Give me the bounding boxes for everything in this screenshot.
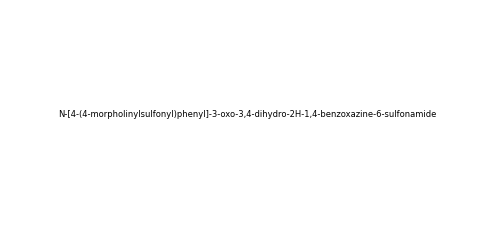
Text: N-[4-(4-morpholinylsulfonyl)phenyl]-3-oxo-3,4-dihydro-2H-1,4-benzoxazine-6-sulfo: N-[4-(4-morpholinylsulfonyl)phenyl]-3-ox… [58, 110, 436, 119]
